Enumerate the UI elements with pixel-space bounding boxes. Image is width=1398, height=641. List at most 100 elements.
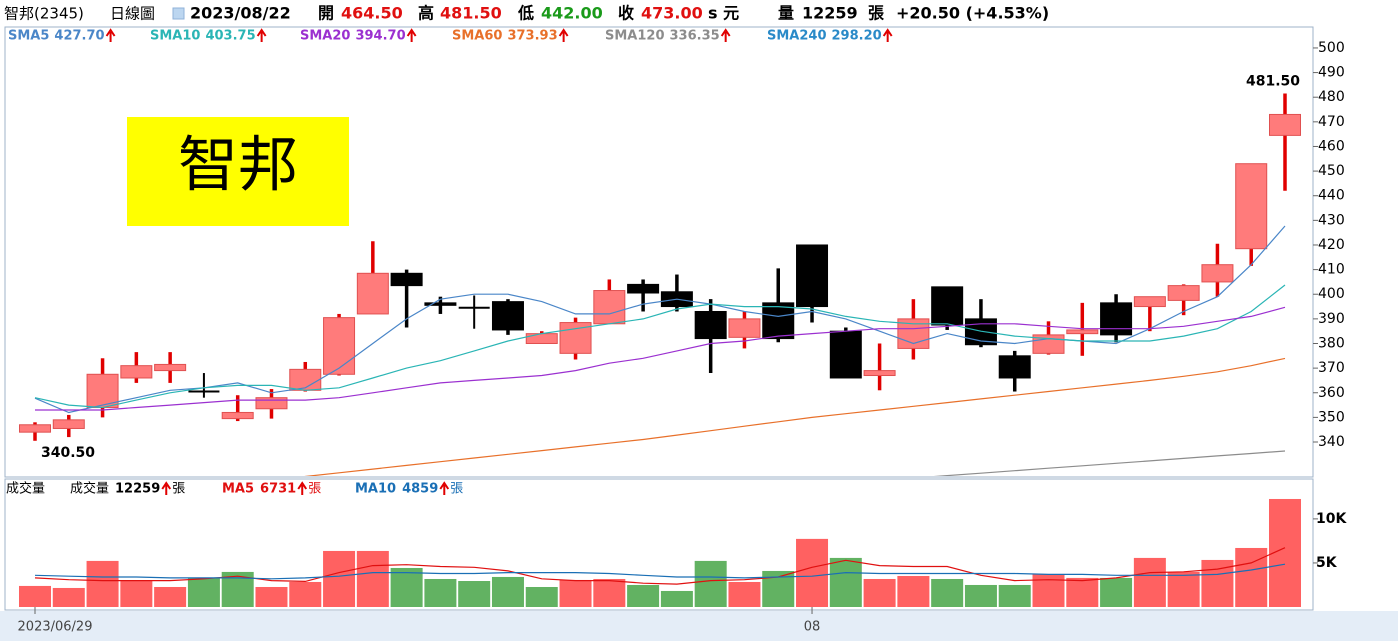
y-tick-label: 350 [1318,409,1345,425]
ma-line [34,284,1286,409]
candle-body [762,302,795,340]
volume-bar [728,581,761,607]
low-label: 340.50 [41,445,95,461]
volume-bar [694,560,727,607]
x-axis-band [0,611,1398,641]
candle-body [491,301,524,331]
ma-line [34,563,1286,580]
legend-name: SMA60 [452,29,502,44]
price-panel [4,26,1314,478]
annotation-box [127,117,349,226]
high-label: 481.50 [1246,74,1300,90]
y-tick-label: 400 [1318,286,1345,302]
volume-bar [390,567,423,607]
volume-bar [52,587,85,607]
legend-value: 298.20 [832,29,882,44]
volume-bar [458,581,491,607]
y-tick-label: 430 [1318,212,1345,228]
candle-body [221,411,254,420]
candle-body [1066,329,1099,335]
y-tick-label: 360 [1318,385,1345,401]
volume-bar [829,557,862,607]
legend-name: SMA120 [605,29,665,44]
candle-body [627,283,660,294]
volume-bar [627,584,660,607]
header-symbol: 智邦(2345) [4,5,84,23]
volume-bar [86,560,119,607]
volume-bar [964,584,997,607]
legend-value: 427.70 [54,29,104,44]
x-tick-label: 08 [804,620,821,635]
candle-body [154,363,187,372]
y-tick-label: 440 [1318,188,1345,204]
legend-name: SMA240 [767,29,827,44]
volume-value: 12259 [115,482,160,497]
header-period: 日線圖 [110,5,155,23]
y-tick-label: 460 [1318,138,1345,154]
header-open: 464.50 [341,4,403,23]
labels: 340 350 360 370 380 390 400 410 420 430 440 450 460 4… [6,28,1347,635]
header-low: 442.00 [541,4,603,23]
volume-bar [424,578,457,607]
candle-body [120,365,153,379]
candle-body [863,370,896,377]
volume-ma-unit: 張 [308,482,321,497]
y-tick-label: 370 [1318,360,1345,376]
up-arrow [256,28,267,42]
candle-body [593,290,626,325]
legend-name: SMA20 [300,29,350,44]
up-arrow [882,28,893,42]
volume-bar [1167,571,1200,607]
legend-value: 394.70 [355,29,405,44]
volume-bar [1100,577,1133,607]
header-volume-unit: 張 [868,4,885,23]
volume-bar [491,576,524,607]
volume-unit: 張 [172,482,185,497]
header-close: 473.00 [641,4,703,23]
volume-label: 成交量 [70,481,109,497]
up-arrow [720,28,731,42]
header-date: 2023/08/22 [190,4,291,23]
legend-name: SMA5 [8,29,49,44]
candle-body [1269,113,1301,136]
ma-line [933,450,1286,476]
candle-body [424,302,457,306]
volume-plot [19,498,1301,607]
y-tick-label: 450 [1318,163,1345,179]
candle-body [1133,296,1166,308]
candle-body [52,419,85,429]
volume-bar [660,590,693,607]
header-close-label: 收 [618,4,634,23]
header-volume-label: 量 [778,4,794,23]
header-unit: s 元 [708,4,739,23]
y-tick-label: 380 [1318,335,1345,351]
candle-body [1201,264,1234,283]
header-high-label: 高 [418,4,434,23]
volume-bar [154,586,187,607]
header-open-label: 開 [318,4,334,23]
volume-ma-value: 6731 [260,482,296,497]
volume-bar [897,575,930,607]
candle-body [390,272,423,287]
y-tick-label: 420 [1318,237,1345,253]
volume-bar [559,579,592,607]
legend-value: 373.93 [507,29,557,44]
volume-bar [593,578,626,607]
header-volume: 12259 [802,4,858,23]
up-arrow [439,481,450,495]
candle-body [86,373,119,409]
candle-body [1235,163,1268,250]
volume-bar [931,578,964,607]
legend-value: 336.35 [670,29,720,44]
candle-body [323,317,356,375]
candle-body [829,330,862,379]
volume-bar [1032,573,1065,607]
annotation: 智邦 [178,131,298,201]
header-high: 481.50 [440,4,502,23]
y-tick-label: 410 [1318,262,1345,278]
up-arrow [161,481,172,495]
candle-body [694,310,727,340]
checkbox-icon[interactable] [172,7,185,20]
